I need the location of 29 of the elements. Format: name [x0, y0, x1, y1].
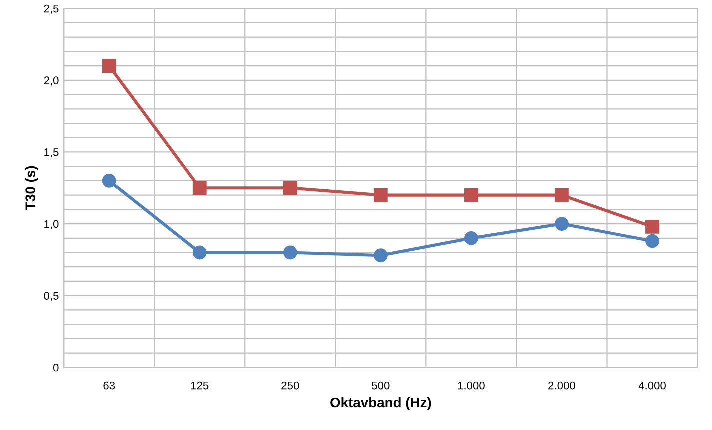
x-tick-label: 1.000 [458, 382, 485, 390]
y-axis-title: T30 (s) [25, 166, 38, 210]
y-tick-label: 2,5 [44, 4, 59, 14]
point [283, 246, 298, 260]
point [646, 220, 660, 234]
point [102, 59, 116, 73]
y-tick-label: 0 [53, 364, 59, 372]
point [555, 188, 569, 202]
point [464, 231, 478, 246]
point [555, 217, 569, 231]
x-tick-label: 4.000 [638, 382, 666, 390]
point [464, 188, 478, 202]
point [192, 181, 207, 196]
y-tick-label: 2,0 [44, 76, 59, 86]
point [374, 248, 388, 263]
x-axis-title: Oktavband (Hz) [330, 397, 432, 410]
y-tick-label: 1,5 [44, 148, 59, 158]
y-tick-label: 1,0 [44, 220, 59, 230]
x-tick-label: 2.000 [548, 382, 576, 390]
point [102, 174, 116, 188]
point [646, 234, 660, 248]
x-tick-label: 125 [191, 382, 209, 390]
x-tick-label: 250 [282, 382, 300, 390]
point [192, 246, 207, 260]
x-tick-label: 63 [104, 382, 116, 390]
x-tick-label: 500 [372, 382, 390, 390]
y-tick-label: 0,5 [44, 292, 59, 302]
point [283, 181, 298, 196]
point [374, 188, 388, 202]
